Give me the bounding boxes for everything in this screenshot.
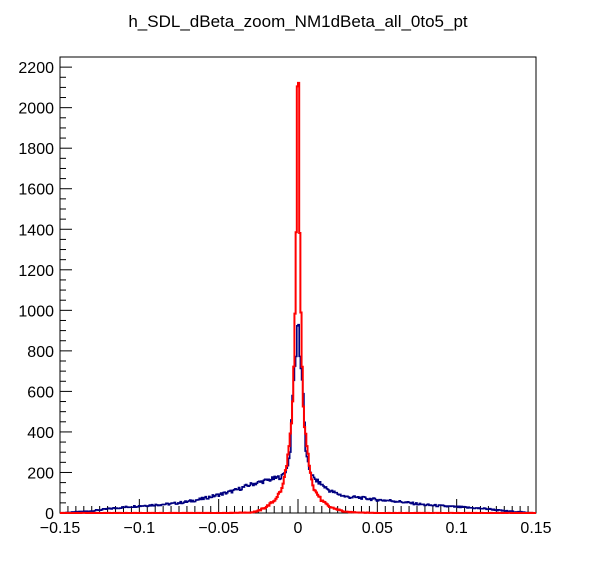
x-tick-label: 0 (294, 520, 303, 537)
x-tick-label: −0.1 (124, 520, 156, 537)
series-blue-histogram (60, 323, 536, 514)
y-tick-label: 2000 (18, 101, 54, 118)
y-tick-label: 2200 (18, 60, 54, 77)
x-tick-label: 0.1 (446, 520, 468, 537)
y-tick-label: 0 (45, 506, 54, 523)
x-axis: −0.15 −0.1 −0.05 0 0.05 0.1 0.15 (40, 499, 552, 537)
y-axis: 0 200 400 600 800 1000 1200 1400 1600 1800 2000 220… (18, 56, 72, 523)
y-tick-label: 1600 (18, 182, 54, 199)
series-layer (60, 81, 536, 514)
y-tick-label: 1200 (18, 263, 54, 280)
y-tick-label: 200 (27, 465, 54, 482)
x-tick-label: 0.05 (362, 520, 393, 537)
y-tick-label: 1400 (18, 222, 54, 239)
chart-title: h_SDL_dBeta_zoom_NM1dBeta_all_0to5_pt (128, 12, 468, 31)
series-red-histogram (60, 81, 536, 514)
x-tick-label: −0.15 (40, 520, 81, 537)
y-tick-label: 400 (27, 425, 54, 442)
y-tick-label: 1000 (18, 303, 54, 320)
plot-frame (59, 56, 537, 514)
y-tick-label: 800 (27, 344, 54, 361)
x-tick-label: −0.05 (198, 520, 239, 537)
y-tick-label: 600 (27, 384, 54, 401)
x-tick-label: 0.15 (520, 520, 551, 537)
y-tick-label: 1800 (18, 141, 54, 158)
